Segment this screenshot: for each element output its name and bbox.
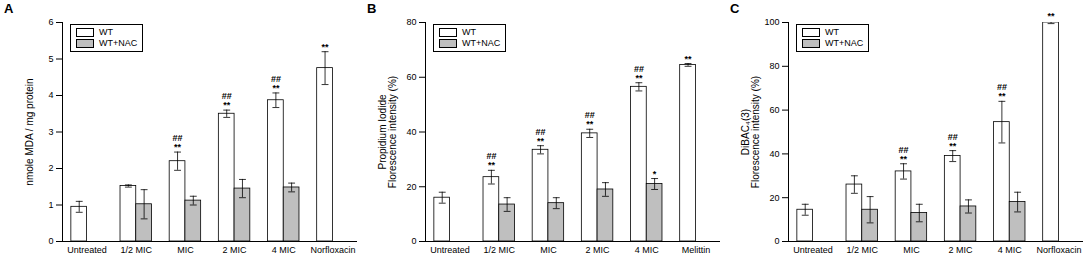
svg-text:##**: ##** xyxy=(899,145,909,164)
html-text:WT: WT xyxy=(825,27,839,37)
svg-text:MIC: MIC xyxy=(540,245,557,255)
svg-text:Melittin: Melittin xyxy=(682,245,711,255)
svg-text:4: 4 xyxy=(48,90,53,100)
svg-text:Untreated: Untreated xyxy=(793,245,833,255)
svg-text:4 MIC: 4 MIC xyxy=(272,245,297,255)
svg-text:Propidium IodideFlorescence in: Propidium IodideFlorescence intensity (%… xyxy=(377,76,398,188)
svg-text:Norfloxacin: Norfloxacin xyxy=(1036,245,1081,255)
svg-text:**: ** xyxy=(685,54,693,64)
svg-text:Untreated: Untreated xyxy=(430,245,470,255)
svg-text:##**: ##** xyxy=(585,110,595,129)
svg-text:##**: ##** xyxy=(486,151,496,170)
svg-text:*: * xyxy=(653,169,657,179)
svg-text:80: 80 xyxy=(406,17,416,27)
svg-text:0: 0 xyxy=(411,236,416,246)
html-text:WT: WT xyxy=(462,27,476,37)
svg-text:1: 1 xyxy=(48,200,53,210)
html-text:WT: WT xyxy=(99,27,113,37)
html-text:C: C xyxy=(730,1,740,16)
svg-text:##**: ##** xyxy=(222,91,232,110)
svg-text:Untreated: Untreated xyxy=(67,245,107,255)
svg-text:2 MIC: 2 MIC xyxy=(586,245,611,255)
svg-text:0: 0 xyxy=(774,236,779,246)
svg-text:20: 20 xyxy=(769,193,779,203)
svg-text:1/2 MIC: 1/2 MIC xyxy=(846,245,878,255)
svg-text:MIC: MIC xyxy=(177,245,194,255)
svg-text:5: 5 xyxy=(48,54,53,64)
svg-text:60: 60 xyxy=(769,105,779,115)
svg-text:60: 60 xyxy=(406,72,416,82)
svg-text:MIC: MIC xyxy=(903,245,920,255)
svg-text:40: 40 xyxy=(769,149,779,159)
svg-text:20: 20 xyxy=(406,182,416,192)
svg-text:1/2 MIC: 1/2 MIC xyxy=(120,245,152,255)
svg-text:6: 6 xyxy=(48,17,53,27)
svg-text:nmole MDA / mg protein: nmole MDA / mg protein xyxy=(24,78,35,185)
svg-text:##**: ##** xyxy=(271,74,281,93)
html-text:WT+NAC: WT+NAC xyxy=(462,38,501,48)
svg-text:1/2 MIC: 1/2 MIC xyxy=(483,245,515,255)
svg-text:80: 80 xyxy=(769,61,779,71)
svg-text:4 MIC: 4 MIC xyxy=(635,245,660,255)
html-text:B: B xyxy=(367,1,377,16)
html-text:WT+NAC: WT+NAC xyxy=(99,38,138,48)
svg-text:##**: ##** xyxy=(997,82,1007,101)
svg-text:4 MIC: 4 MIC xyxy=(998,245,1023,255)
svg-text:100: 100 xyxy=(764,17,779,27)
svg-text:##**: ##** xyxy=(173,133,183,152)
svg-text:**: ** xyxy=(1048,11,1056,21)
svg-text:##**: ##** xyxy=(634,64,644,83)
svg-text:##**: ##** xyxy=(536,127,546,146)
svg-text:3: 3 xyxy=(48,127,53,137)
svg-text:DiBAC₄(3)Florescence intensity: DiBAC₄(3)Florescence intensity (%) xyxy=(740,76,761,188)
svg-text:##**: ##** xyxy=(948,132,958,151)
svg-text:**: ** xyxy=(322,42,330,52)
svg-text:2: 2 xyxy=(48,163,53,173)
svg-text:Norfloxacin: Norfloxacin xyxy=(310,245,355,255)
svg-text:40: 40 xyxy=(406,127,416,137)
svg-text:0: 0 xyxy=(48,236,53,246)
html-text:WT+NAC: WT+NAC xyxy=(825,38,864,48)
html-text:A: A xyxy=(4,1,14,16)
svg-text:2 MIC: 2 MIC xyxy=(223,245,248,255)
svg-text:2 MIC: 2 MIC xyxy=(949,245,974,255)
